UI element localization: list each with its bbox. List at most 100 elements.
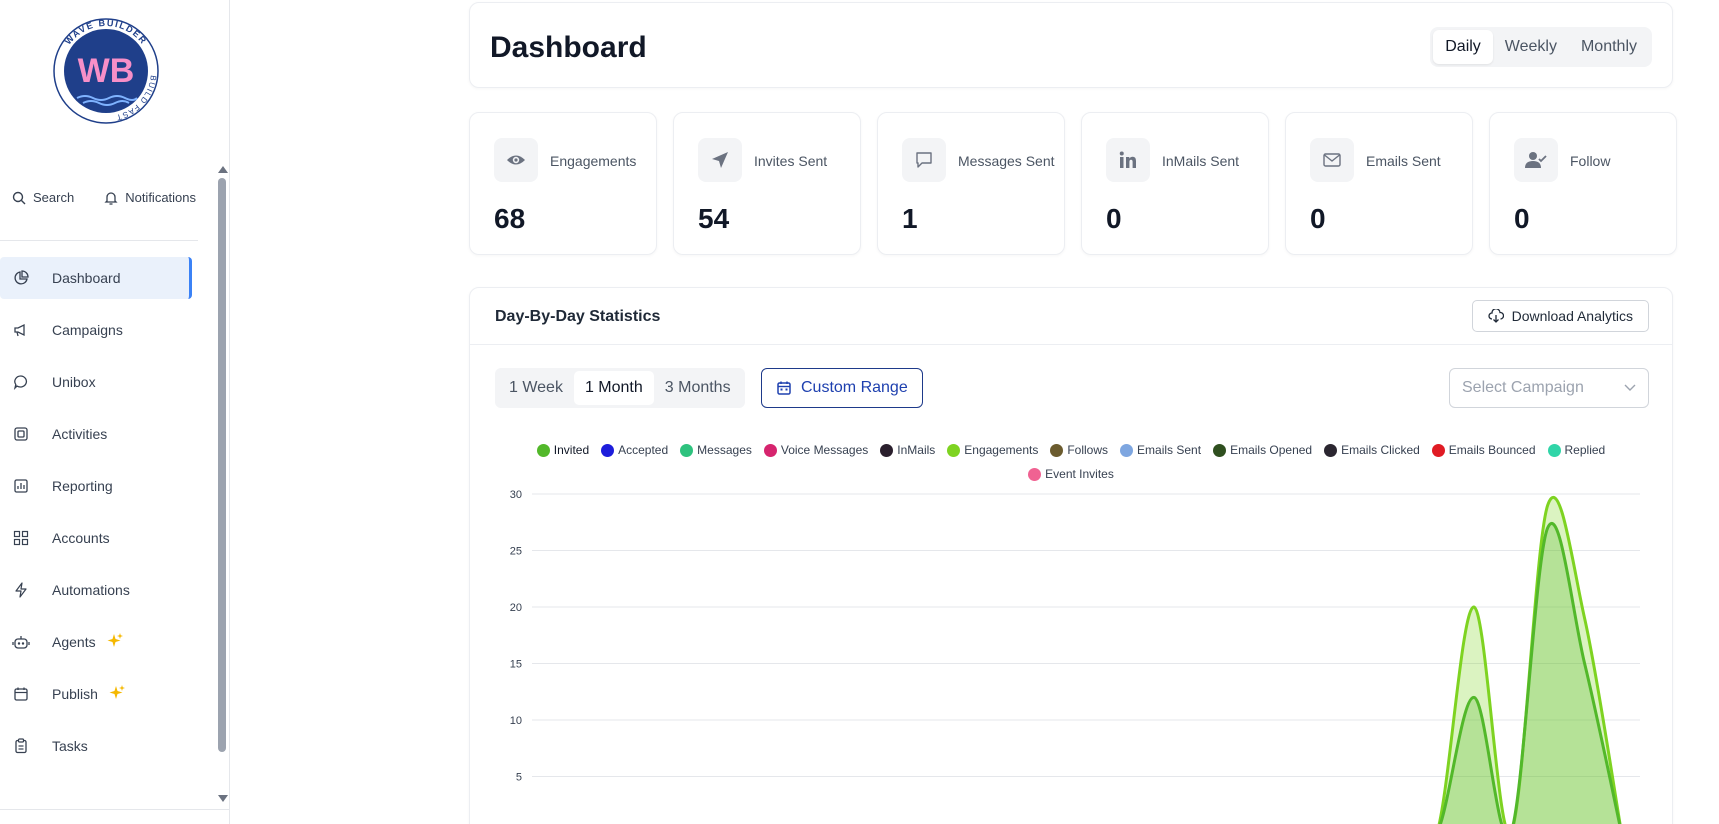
legend-row: Event Invites [470, 462, 1672, 486]
legend-item[interactable]: Messages [680, 443, 752, 457]
day-by-day-statistics: Day-By-Day Statistics Download Analytics… [469, 287, 1673, 824]
wave-builder-logo[interactable]: WAVE BUILDER BUILD FAST WB [47, 12, 165, 130]
scroll-up-arrow-icon[interactable] [218, 166, 228, 173]
legend-item[interactable]: InMails [880, 443, 935, 457]
logo-monogram: WB [78, 52, 135, 90]
mail-icon [1310, 138, 1354, 182]
legend-swatch [680, 443, 694, 457]
range-3-months-button[interactable]: 3 Months [664, 379, 731, 396]
stat-value: 0 [1310, 203, 1326, 234]
sidebar-item-automations[interactable]: Automations [0, 569, 192, 611]
sparkle-icon [108, 684, 126, 705]
cloud-download-icon [1488, 309, 1504, 323]
legend-label: Event Invites [1045, 467, 1114, 481]
scroll-down-arrow-icon[interactable] [218, 795, 228, 802]
sidebar-scrollbar[interactable] [216, 164, 228, 802]
legend-label: InMails [897, 443, 936, 457]
sidebar-item-agents[interactable]: Agents [0, 621, 192, 663]
stat-card-invites-sent: Invites Sent 54 [673, 112, 861, 255]
legend-item[interactable]: Invited [536, 443, 590, 457]
period-daily-button[interactable]: Daily [1433, 30, 1493, 64]
sidebar-item-label: Publish [52, 686, 98, 702]
y-tick-label: 20 [510, 602, 522, 614]
legend-item[interactable]: Accepted [601, 443, 668, 457]
search-link[interactable]: Search [12, 190, 74, 205]
sidebar-item-label: Tasks [52, 738, 88, 754]
period-monthly-button[interactable]: Monthly [1580, 38, 1637, 55]
custom-range-label: Custom Range [801, 379, 908, 396]
download-analytics-label: Download Analytics [1511, 308, 1633, 324]
legend-swatch [880, 443, 894, 457]
legend-item[interactable]: Emails Sent [1120, 443, 1201, 457]
dashboard-header: Dashboard Daily Weekly Monthly [469, 2, 1673, 88]
scrollbar-thumb[interactable] [218, 178, 226, 752]
sidebar-item-label: Unibox [52, 374, 96, 390]
pie-chart-icon [12, 269, 30, 287]
range-1-week-button[interactable]: 1 Week [509, 379, 563, 396]
legend-swatch [1547, 443, 1561, 457]
legend-label: Emails Opened [1230, 443, 1313, 457]
day-by-day-chart: 5 10 15 20 25 30 [510, 489, 1640, 824]
search-icon [12, 191, 26, 204]
sidebar-item-dashboard[interactable]: Dashboard [0, 257, 192, 299]
megaphone-icon [12, 321, 30, 339]
legend-label: Messages [697, 443, 752, 457]
select-campaign-dropdown[interactable]: Select Campaign [1449, 368, 1649, 408]
sidebar-item-label: Automations [52, 582, 130, 598]
sidebar-item-publish[interactable]: Publish [0, 673, 192, 715]
legend-label: Replied [1564, 443, 1606, 457]
bell-icon [104, 191, 118, 205]
robot-icon [12, 633, 30, 651]
legend-swatch [1120, 443, 1134, 457]
search-label: Search [33, 190, 75, 205]
activity-icon [12, 425, 30, 443]
stat-card-messages-sent: Messages Sent 1 [877, 112, 1065, 255]
stat-value: 68 [494, 203, 526, 234]
period-toggle: Daily Weekly Monthly [1430, 27, 1652, 67]
sidebar-item-accounts[interactable]: Accounts [0, 517, 192, 559]
legend-item[interactable]: Replied [1547, 443, 1606, 457]
sidebar-item-unibox[interactable]: Unibox [0, 361, 192, 403]
custom-range-button[interactable]: Custom Range [761, 368, 923, 408]
legend-item[interactable]: Emails Bounced [1431, 443, 1536, 457]
legend-item[interactable]: Event Invites [1028, 467, 1114, 481]
legend-swatch [1431, 443, 1445, 457]
stat-card-engagements: Engagements 68 [469, 112, 657, 255]
clipboard-icon [12, 737, 30, 755]
legend-label: Invited [553, 443, 590, 457]
series-area [1439, 497, 1621, 824]
sidebar-bottom-divider [0, 809, 230, 810]
eye-icon [494, 138, 538, 182]
legend-item[interactable]: Voice Messages [763, 443, 869, 457]
stat-card-emails-sent: Emails Sent 0 [1285, 112, 1473, 255]
stat-label: Invites Sent [754, 152, 828, 169]
stat-value: 1 [902, 203, 918, 234]
stat-label: Messages Sent [958, 152, 1055, 169]
statistics-title: Day-By-Day Statistics [495, 308, 661, 325]
legend-label: Voice Messages [780, 443, 869, 457]
period-weekly-button[interactable]: Weekly [1504, 38, 1557, 55]
send-icon [698, 138, 742, 182]
sidebar-item-tasks[interactable]: Tasks [0, 725, 192, 767]
linkedin-icon [1106, 138, 1150, 182]
legend-item[interactable]: Follows [1050, 443, 1108, 457]
stat-value: 0 [1514, 203, 1530, 234]
stat-label: InMails Sent [1162, 152, 1240, 169]
range-1-month-button[interactable]: 1 Month [573, 371, 654, 405]
y-tick-label: 10 [510, 715, 522, 727]
stat-value: 54 [698, 203, 730, 234]
y-tick-label: 5 [516, 772, 522, 784]
legend-item[interactable]: Emails Opened [1213, 443, 1312, 457]
legend-item[interactable]: Engagements [947, 443, 1038, 457]
notifications-link[interactable]: Notifications [104, 190, 196, 205]
legend-item[interactable]: Emails Clicked [1324, 443, 1420, 457]
sidebar-item-activities[interactable]: Activities [0, 413, 192, 455]
download-analytics-button[interactable]: Download Analytics [1471, 300, 1649, 332]
sidebar-item-reporting[interactable]: Reporting [0, 465, 192, 507]
legend-row: Invited Accepted Messages Voice Messages InM… [470, 438, 1672, 462]
notifications-label: Notifications [125, 190, 197, 205]
sidebar-divider [0, 240, 198, 241]
sidebar-item-label: Activities [52, 426, 108, 442]
sidebar-item-campaigns[interactable]: Campaigns [0, 309, 192, 351]
select-campaign-placeholder: Select Campaign [1462, 379, 1584, 396]
